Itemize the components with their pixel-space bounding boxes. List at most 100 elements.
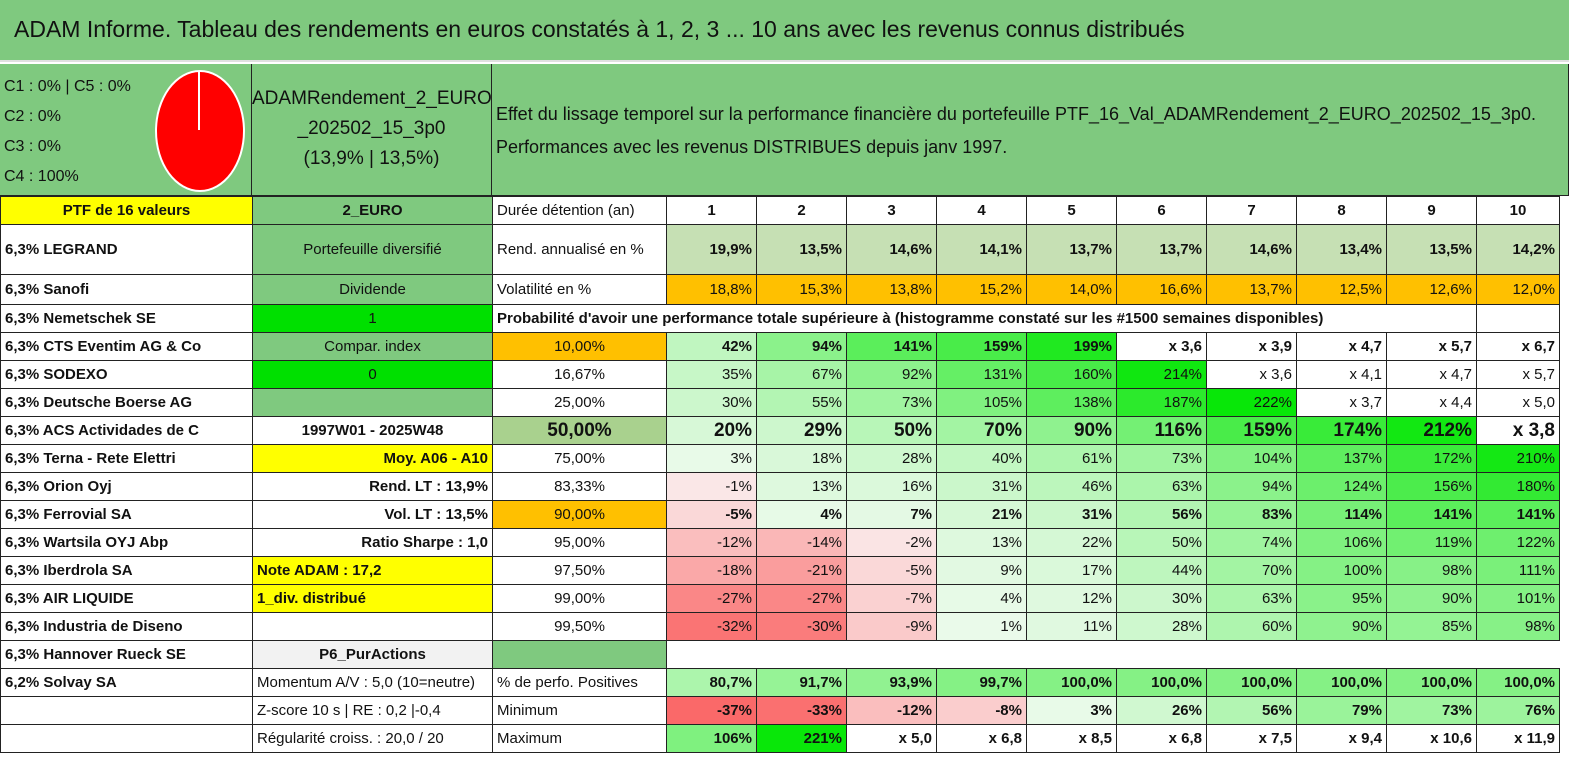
probability-value[interactable]: 106%: [1296, 528, 1387, 557]
stat-value[interactable]: -12%: [846, 696, 937, 725]
probability-value[interactable]: 44%: [1116, 556, 1207, 585]
probability-value[interactable]: 138%: [1026, 388, 1117, 417]
stock-row-11[interactable]: 6,3% Wartsila OYJ Abp: [0, 528, 253, 557]
info-cell[interactable]: 1_div. distribué: [252, 584, 493, 613]
probability-value[interactable]: x 3,9: [1206, 332, 1297, 361]
duration-label[interactable]: Durée détention (an): [492, 196, 667, 225]
stock-row-16[interactable]: 6,2% Solvay SA: [0, 668, 253, 697]
probability-value[interactable]: x 5,0: [1476, 388, 1560, 417]
probability-value[interactable]: 119%: [1386, 528, 1477, 557]
probability-value[interactable]: -18%: [666, 556, 757, 585]
stat-value[interactable]: 91,7%: [756, 668, 847, 697]
probability-value[interactable]: 124%: [1296, 472, 1387, 501]
probability-level[interactable]: 83,33%: [492, 472, 667, 501]
probability-value[interactable]: 90%: [1296, 612, 1387, 641]
probability-value[interactable]: 21%: [936, 500, 1027, 529]
stat-value[interactable]: -37%: [666, 696, 757, 725]
rend-value[interactable]: 14,6%: [846, 224, 937, 275]
probability-value[interactable]: 111%: [1476, 556, 1560, 585]
probability-value[interactable]: 141%: [1386, 500, 1477, 529]
probability-value[interactable]: 141%: [846, 332, 937, 361]
year-header-2[interactable]: 2: [756, 196, 847, 225]
probability-value[interactable]: 95%: [1296, 584, 1387, 613]
probability-value[interactable]: 4%: [756, 500, 847, 529]
ptf-code-cell[interactable]: 2_EURO: [252, 196, 493, 225]
rend-value[interactable]: 19,9%: [666, 224, 757, 275]
vol-value[interactable]: 13,8%: [846, 274, 937, 305]
probability-value[interactable]: 56%: [1116, 500, 1207, 529]
blank-area[interactable]: [667, 641, 1560, 669]
probability-value[interactable]: 3%: [666, 444, 757, 473]
probability-value[interactable]: -30%: [756, 612, 847, 641]
info-cell[interactable]: Ratio Sharpe : 1,0: [252, 528, 493, 557]
probability-value[interactable]: 94%: [756, 332, 847, 361]
probability-value[interactable]: 159%: [1206, 416, 1297, 445]
info-cell[interactable]: [252, 388, 493, 417]
stat-label[interactable]: % de perfo. Positives: [492, 668, 667, 697]
stat-value[interactable]: -33%: [756, 696, 847, 725]
probability-value[interactable]: 90%: [1026, 416, 1117, 445]
stat-value[interactable]: x 8,5: [1026, 724, 1117, 753]
vol-label[interactable]: Volatilité en %: [492, 274, 667, 305]
stat-value[interactable]: 80,7%: [666, 668, 757, 697]
vol-value[interactable]: 12,6%: [1386, 274, 1477, 305]
year-header-1[interactable]: 1: [666, 196, 757, 225]
probability-value[interactable]: 74%: [1206, 528, 1297, 557]
probability-value[interactable]: x 5,7: [1476, 360, 1560, 389]
stat-value[interactable]: 56%: [1206, 696, 1297, 725]
probability-value[interactable]: 83%: [1206, 500, 1297, 529]
probability-value[interactable]: x 5,7: [1386, 332, 1477, 361]
probability-level[interactable]: 10,00%: [492, 332, 667, 361]
probability-value[interactable]: x 3,7: [1296, 388, 1387, 417]
probability-value[interactable]: 116%: [1116, 416, 1207, 445]
probability-value[interactable]: -9%: [846, 612, 937, 641]
probability-value[interactable]: 12%: [1026, 584, 1117, 613]
probability-value[interactable]: 98%: [1386, 556, 1477, 585]
rend-label[interactable]: Rend. annualisé en %: [492, 224, 667, 275]
probability-value[interactable]: 141%: [1476, 500, 1560, 529]
vol-value[interactable]: 16,6%: [1116, 274, 1207, 305]
stat-value[interactable]: x 11,9: [1476, 724, 1560, 753]
probability-level[interactable]: 99,50%: [492, 612, 667, 641]
info-index-flag[interactable]: 1: [252, 304, 493, 333]
probability-value[interactable]: 212%: [1386, 416, 1477, 445]
stock-row-8[interactable]: 6,3% Terna - Rete Elettri: [0, 444, 253, 473]
probability-value[interactable]: x 4,7: [1386, 360, 1477, 389]
stat-value[interactable]: 100,0%: [1476, 668, 1560, 697]
stat-value[interactable]: 99,7%: [936, 668, 1027, 697]
probability-value[interactable]: 55%: [756, 388, 847, 417]
info-cell[interactable]: Compar. index: [252, 332, 493, 361]
probability-title[interactable]: Probabilité d'avoir une performance tota…: [492, 304, 1477, 333]
green-filler[interactable]: [492, 640, 667, 669]
probability-value[interactable]: 20%: [666, 416, 757, 445]
probability-value[interactable]: 174%: [1296, 416, 1387, 445]
stock-row-10[interactable]: 6,3% Ferrovial SA: [0, 500, 253, 529]
rend-value[interactable]: 13,4%: [1296, 224, 1387, 275]
year-header-10[interactable]: 10: [1476, 196, 1560, 225]
probability-level[interactable]: 90,00%: [492, 500, 667, 529]
probability-value[interactable]: 17%: [1026, 556, 1117, 585]
stat-value[interactable]: x 5,0: [846, 724, 937, 753]
probability-value[interactable]: 11%: [1026, 612, 1117, 641]
probability-value[interactable]: 16%: [846, 472, 937, 501]
probability-value[interactable]: 30%: [666, 388, 757, 417]
probability-value[interactable]: -5%: [846, 556, 937, 585]
stat-label[interactable]: Minimum: [492, 696, 667, 725]
probability-value[interactable]: 67%: [756, 360, 847, 389]
probability-value[interactable]: 9%: [936, 556, 1027, 585]
probability-value[interactable]: 13%: [756, 472, 847, 501]
probability-value[interactable]: 85%: [1386, 612, 1477, 641]
probability-value[interactable]: x 3,6: [1206, 360, 1297, 389]
ptf-count-cell[interactable]: PTF de 16 valeurs: [0, 196, 253, 225]
stat-value[interactable]: 100,0%: [1296, 668, 1387, 697]
year-header-3[interactable]: 3: [846, 196, 937, 225]
empty-cell[interactable]: [1476, 304, 1560, 333]
probability-level[interactable]: 99,00%: [492, 584, 667, 613]
probability-value[interactable]: 100%: [1296, 556, 1387, 585]
probability-value[interactable]: 172%: [1386, 444, 1477, 473]
probability-value[interactable]: 63%: [1206, 584, 1297, 613]
probability-value[interactable]: 42%: [666, 332, 757, 361]
probability-level[interactable]: 97,50%: [492, 556, 667, 585]
rend-value[interactable]: 13,5%: [1386, 224, 1477, 275]
info-cell[interactable]: 0: [252, 360, 493, 389]
